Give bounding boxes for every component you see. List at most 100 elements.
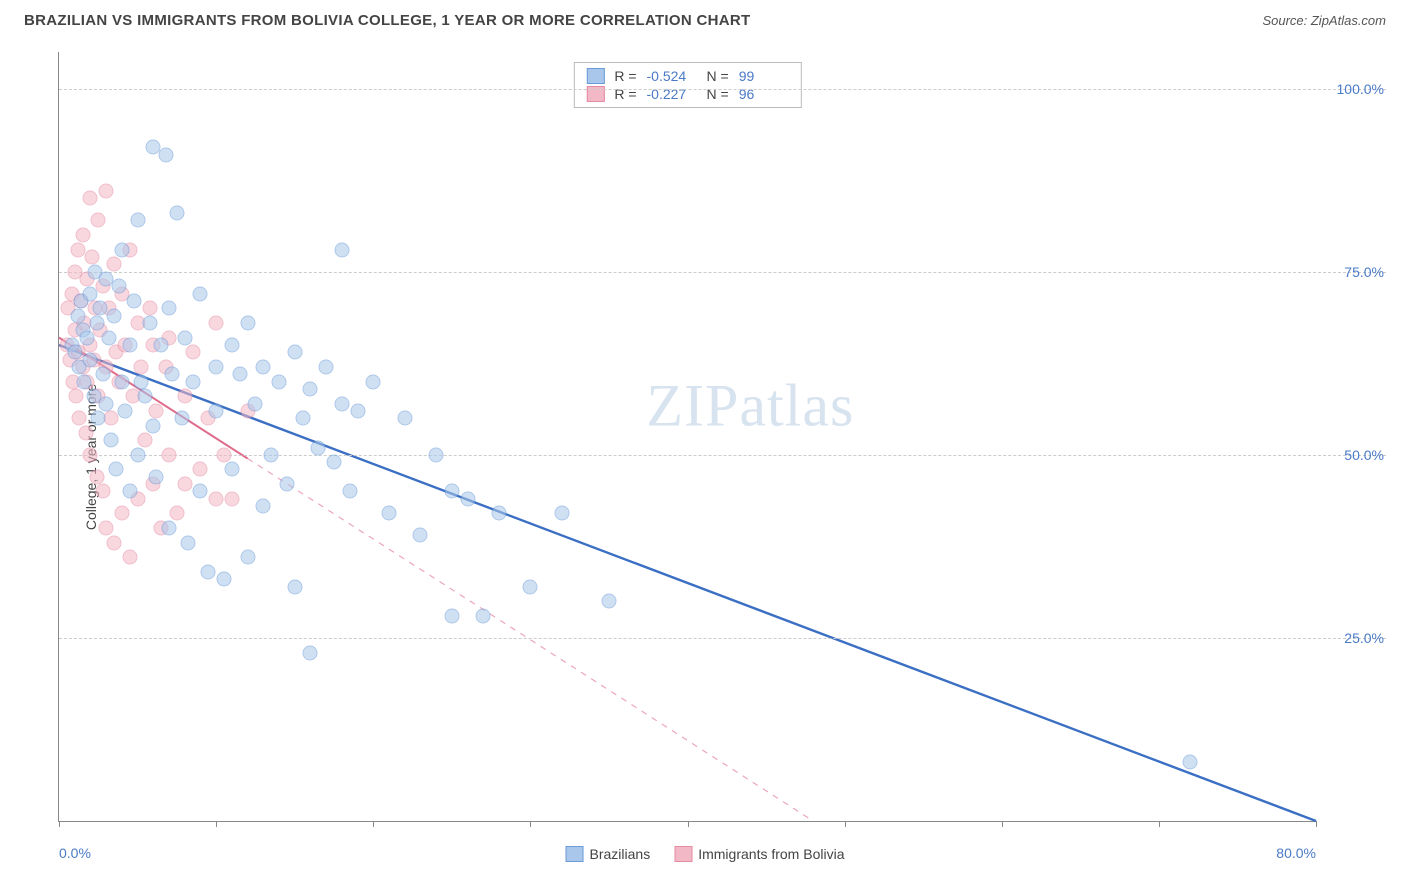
scatter-point: [154, 337, 169, 352]
scatter-point: [138, 433, 153, 448]
swatch-bolivia-icon: [674, 846, 692, 862]
scatter-point: [114, 374, 129, 389]
scatter-point: [122, 484, 137, 499]
x-tick: [1002, 821, 1003, 827]
plot-area: ZIPatlas R = -0.524 N = 99 R = -0.227 N …: [58, 52, 1316, 822]
scatter-point: [177, 477, 192, 492]
scatter-point: [256, 359, 271, 374]
source-name: ZipAtlas.com: [1311, 13, 1386, 28]
scatter-point: [89, 469, 104, 484]
watermark: ZIPatlas: [646, 371, 854, 440]
scatter-point: [554, 506, 569, 521]
scatter-point: [161, 521, 176, 536]
scatter-point: [114, 242, 129, 257]
scatter-point: [397, 411, 412, 426]
source-prefix: Source:: [1262, 13, 1310, 28]
scatter-point: [106, 535, 121, 550]
scatter-point: [146, 418, 161, 433]
scatter-point: [271, 374, 286, 389]
scatter-point: [264, 447, 279, 462]
scatter-point: [240, 315, 255, 330]
n-label: N =: [707, 68, 729, 84]
scatter-point: [334, 396, 349, 411]
stats-legend-box: R = -0.524 N = 99 R = -0.227 N = 96: [573, 62, 801, 108]
scatter-point: [311, 440, 326, 455]
x-tick: [216, 821, 217, 827]
grid-line: [59, 638, 1386, 639]
scatter-point: [106, 308, 121, 323]
scatter-point: [117, 403, 132, 418]
scatter-point: [476, 608, 491, 623]
scatter-point: [108, 462, 123, 477]
r-label: R =: [614, 68, 636, 84]
scatter-point: [177, 389, 192, 404]
scatter-point: [83, 191, 98, 206]
scatter-point: [77, 374, 92, 389]
scatter-point: [103, 433, 118, 448]
scatter-point: [185, 345, 200, 360]
scatter-point: [303, 645, 318, 660]
scatter-point: [138, 389, 153, 404]
trend-lines: [59, 52, 1316, 821]
scatter-point: [287, 345, 302, 360]
scatter-point: [122, 337, 137, 352]
scatter-point: [444, 484, 459, 499]
scatter-point: [279, 477, 294, 492]
grid-line: [59, 272, 1386, 273]
chart-header: BRAZILIAN VS IMMIGRANTS FROM BOLIVIA COL…: [0, 0, 1406, 37]
scatter-point: [149, 403, 164, 418]
x-tick-label: 0.0%: [59, 845, 91, 861]
scatter-point: [334, 242, 349, 257]
scatter-point: [224, 337, 239, 352]
x-tick: [845, 821, 846, 827]
scatter-point: [122, 550, 137, 565]
scatter-point: [342, 484, 357, 499]
scatter-point: [256, 499, 271, 514]
scatter-point: [460, 491, 475, 506]
scatter-point: [295, 411, 310, 426]
scatter-point: [174, 411, 189, 426]
scatter-point: [161, 301, 176, 316]
scatter-point: [350, 403, 365, 418]
scatter-point: [193, 484, 208, 499]
chart-container: College, 1 year or more ZIPatlas R = -0.…: [24, 42, 1386, 872]
x-tick: [1159, 821, 1160, 827]
y-tick-label: 100.0%: [1337, 81, 1384, 97]
scatter-point: [127, 294, 142, 309]
scatter-point: [111, 279, 126, 294]
scatter-point: [201, 565, 216, 580]
scatter-point: [83, 447, 98, 462]
watermark-zip: ZIP: [646, 372, 739, 438]
grid-line: [59, 89, 1386, 90]
scatter-point: [193, 462, 208, 477]
scatter-point: [169, 206, 184, 221]
scatter-point: [224, 462, 239, 477]
scatter-point: [413, 528, 428, 543]
chart-source: Source: ZipAtlas.com: [1262, 13, 1386, 28]
scatter-point: [83, 286, 98, 301]
legend-item-brazilians: Brazilians: [566, 846, 651, 862]
scatter-point: [91, 213, 106, 228]
scatter-point: [80, 330, 95, 345]
scatter-point: [185, 374, 200, 389]
legend-label-bolivia: Immigrants from Bolivia: [698, 846, 844, 862]
scatter-point: [70, 242, 85, 257]
x-tick: [1316, 821, 1317, 827]
watermark-atlas: atlas: [739, 372, 854, 438]
y-tick-label: 75.0%: [1344, 264, 1384, 280]
x-tick: [59, 821, 60, 827]
scatter-point: [89, 315, 104, 330]
scatter-point: [165, 367, 180, 382]
scatter-point: [75, 228, 90, 243]
scatter-point: [83, 352, 98, 367]
scatter-point: [326, 455, 341, 470]
scatter-point: [180, 535, 195, 550]
scatter-point: [248, 396, 263, 411]
scatter-point: [303, 381, 318, 396]
scatter-point: [99, 184, 114, 199]
scatter-point: [216, 572, 231, 587]
scatter-point: [133, 374, 148, 389]
swatch-brazilians: [586, 68, 604, 84]
scatter-point: [209, 359, 224, 374]
scatter-point: [158, 147, 173, 162]
